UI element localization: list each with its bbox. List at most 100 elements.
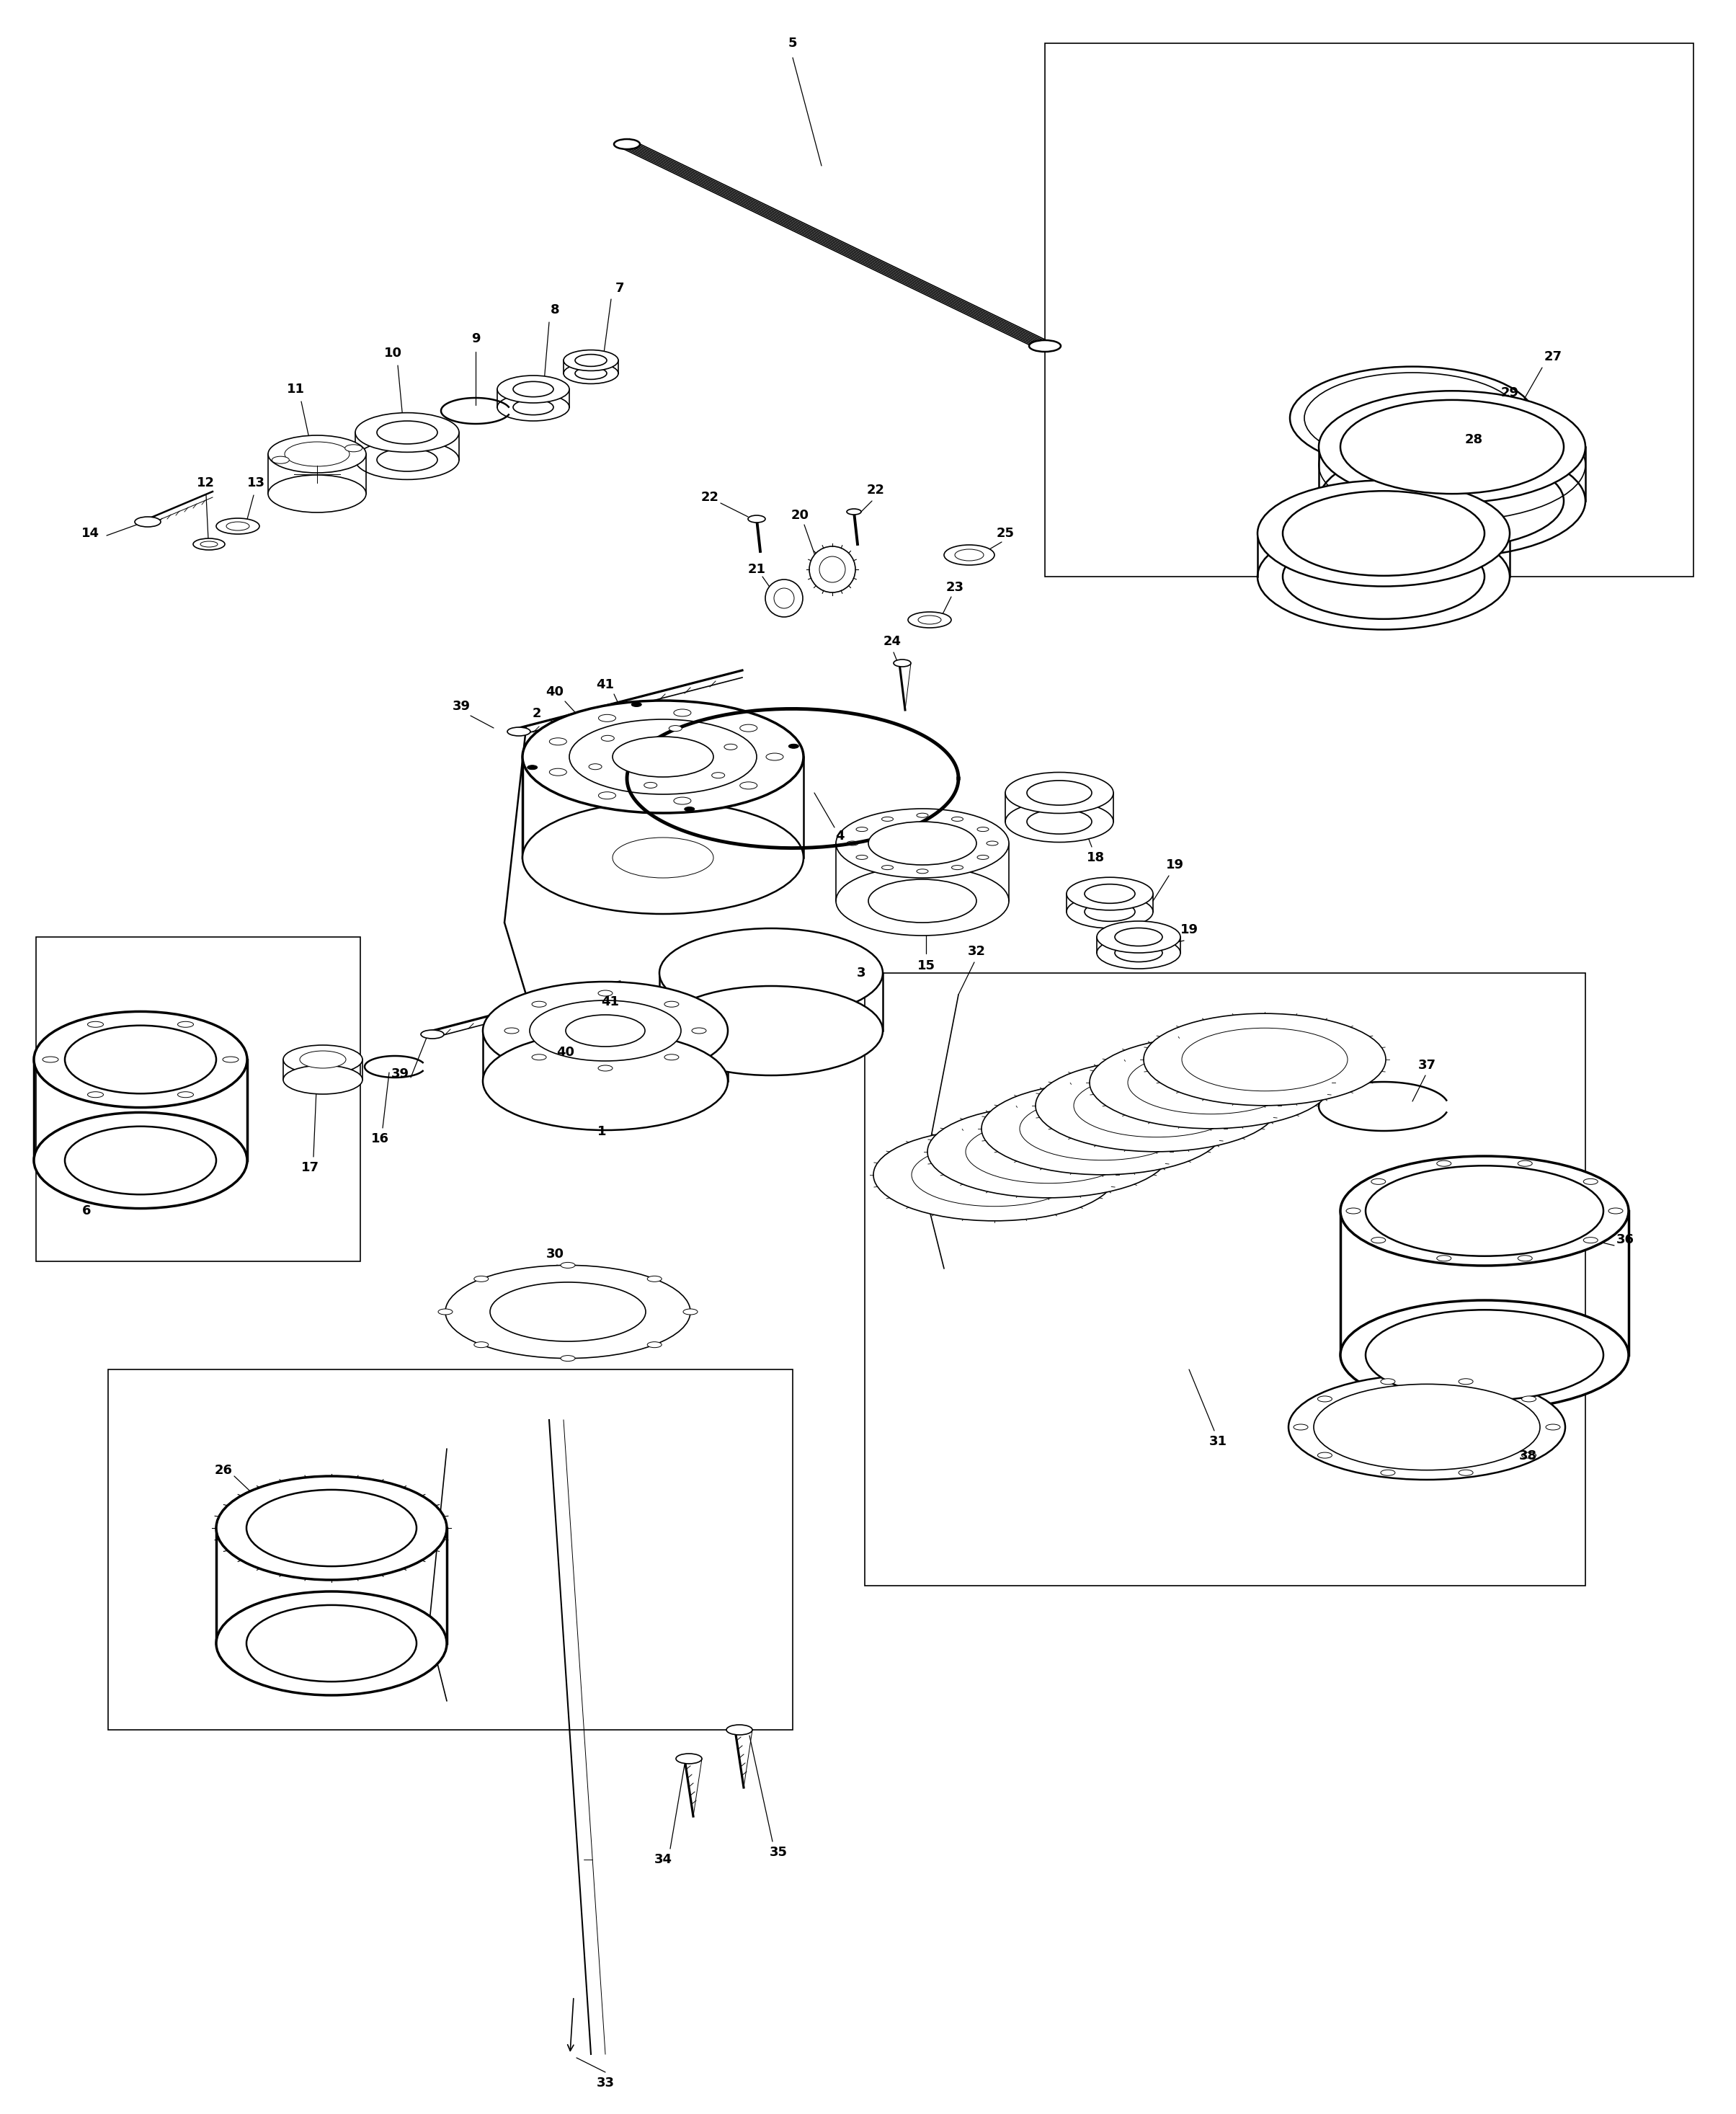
Ellipse shape bbox=[523, 700, 804, 814]
Ellipse shape bbox=[1340, 400, 1564, 495]
Ellipse shape bbox=[625, 1030, 637, 1034]
Ellipse shape bbox=[566, 1015, 646, 1046]
Ellipse shape bbox=[589, 763, 602, 769]
Ellipse shape bbox=[1458, 1469, 1474, 1476]
Ellipse shape bbox=[1288, 1374, 1566, 1480]
Ellipse shape bbox=[917, 814, 929, 818]
Ellipse shape bbox=[648, 1277, 661, 1281]
Text: 41: 41 bbox=[601, 996, 620, 1008]
Ellipse shape bbox=[496, 376, 569, 404]
Ellipse shape bbox=[819, 556, 845, 581]
Ellipse shape bbox=[474, 1342, 488, 1347]
Ellipse shape bbox=[300, 1051, 345, 1068]
Ellipse shape bbox=[766, 753, 783, 761]
Ellipse shape bbox=[601, 736, 615, 742]
Ellipse shape bbox=[873, 1129, 1116, 1222]
Ellipse shape bbox=[35, 1112, 247, 1209]
Ellipse shape bbox=[345, 444, 363, 452]
Ellipse shape bbox=[1066, 896, 1153, 928]
Ellipse shape bbox=[1097, 922, 1180, 953]
Ellipse shape bbox=[748, 516, 766, 522]
Ellipse shape bbox=[1115, 928, 1163, 947]
Ellipse shape bbox=[217, 518, 259, 535]
Ellipse shape bbox=[868, 879, 976, 922]
Ellipse shape bbox=[1340, 1156, 1628, 1266]
Ellipse shape bbox=[986, 841, 998, 846]
Ellipse shape bbox=[740, 782, 757, 789]
Ellipse shape bbox=[549, 738, 566, 744]
Ellipse shape bbox=[788, 744, 799, 748]
Ellipse shape bbox=[684, 1309, 698, 1315]
Ellipse shape bbox=[1340, 1300, 1628, 1410]
Ellipse shape bbox=[514, 400, 554, 414]
Text: 18: 18 bbox=[1087, 852, 1104, 865]
Ellipse shape bbox=[226, 522, 250, 531]
Ellipse shape bbox=[740, 725, 757, 731]
Ellipse shape bbox=[809, 545, 856, 592]
Ellipse shape bbox=[1366, 1311, 1604, 1399]
Ellipse shape bbox=[1522, 1395, 1536, 1402]
Ellipse shape bbox=[267, 435, 366, 474]
Ellipse shape bbox=[87, 1021, 104, 1027]
Text: 14: 14 bbox=[82, 526, 99, 539]
Ellipse shape bbox=[1019, 1097, 1186, 1161]
Text: 22: 22 bbox=[701, 490, 719, 503]
Text: 2: 2 bbox=[533, 706, 542, 721]
Ellipse shape bbox=[283, 1065, 363, 1095]
Text: 38: 38 bbox=[1519, 1450, 1536, 1463]
Ellipse shape bbox=[1314, 1385, 1540, 1469]
Ellipse shape bbox=[193, 539, 226, 550]
Ellipse shape bbox=[582, 1023, 616, 1038]
Ellipse shape bbox=[87, 1091, 104, 1097]
Ellipse shape bbox=[1437, 1256, 1451, 1262]
Ellipse shape bbox=[597, 729, 615, 734]
Ellipse shape bbox=[981, 1082, 1224, 1175]
Ellipse shape bbox=[1257, 480, 1510, 586]
Ellipse shape bbox=[837, 810, 1009, 877]
Text: 3: 3 bbox=[856, 966, 866, 979]
Ellipse shape bbox=[356, 440, 458, 480]
Text: 39: 39 bbox=[391, 1068, 410, 1080]
Ellipse shape bbox=[1366, 1165, 1604, 1256]
Text: 41: 41 bbox=[597, 679, 615, 691]
Ellipse shape bbox=[1028, 810, 1092, 835]
Ellipse shape bbox=[496, 393, 569, 421]
Ellipse shape bbox=[356, 412, 458, 452]
Ellipse shape bbox=[1029, 340, 1061, 351]
Ellipse shape bbox=[1005, 801, 1113, 841]
Ellipse shape bbox=[273, 457, 290, 463]
Ellipse shape bbox=[1583, 1237, 1597, 1243]
Ellipse shape bbox=[766, 579, 802, 617]
Ellipse shape bbox=[660, 985, 884, 1076]
Ellipse shape bbox=[575, 368, 608, 378]
Ellipse shape bbox=[474, 1277, 488, 1281]
Ellipse shape bbox=[177, 1091, 193, 1097]
Text: 28: 28 bbox=[1465, 433, 1483, 446]
Ellipse shape bbox=[561, 1262, 575, 1268]
Ellipse shape bbox=[648, 1342, 661, 1347]
Text: 10: 10 bbox=[384, 347, 401, 359]
Ellipse shape bbox=[64, 1127, 217, 1194]
Text: 40: 40 bbox=[545, 685, 564, 698]
Ellipse shape bbox=[1340, 455, 1564, 548]
Ellipse shape bbox=[625, 723, 651, 734]
Ellipse shape bbox=[1283, 535, 1484, 619]
Ellipse shape bbox=[894, 660, 911, 666]
Ellipse shape bbox=[1318, 1395, 1332, 1402]
Ellipse shape bbox=[377, 448, 437, 471]
Text: 35: 35 bbox=[769, 1846, 788, 1858]
Ellipse shape bbox=[618, 1025, 644, 1036]
Text: 19: 19 bbox=[1165, 858, 1184, 871]
Ellipse shape bbox=[1257, 524, 1510, 630]
Text: 25: 25 bbox=[996, 526, 1014, 539]
Text: 7: 7 bbox=[615, 281, 625, 294]
Ellipse shape bbox=[589, 725, 623, 738]
Ellipse shape bbox=[590, 1027, 608, 1034]
Ellipse shape bbox=[847, 841, 858, 846]
Text: 19: 19 bbox=[1180, 924, 1198, 937]
Ellipse shape bbox=[1517, 1256, 1533, 1262]
Text: 9: 9 bbox=[470, 332, 481, 345]
Ellipse shape bbox=[1583, 1180, 1597, 1184]
Ellipse shape bbox=[507, 727, 531, 736]
Text: 40: 40 bbox=[557, 1046, 575, 1059]
